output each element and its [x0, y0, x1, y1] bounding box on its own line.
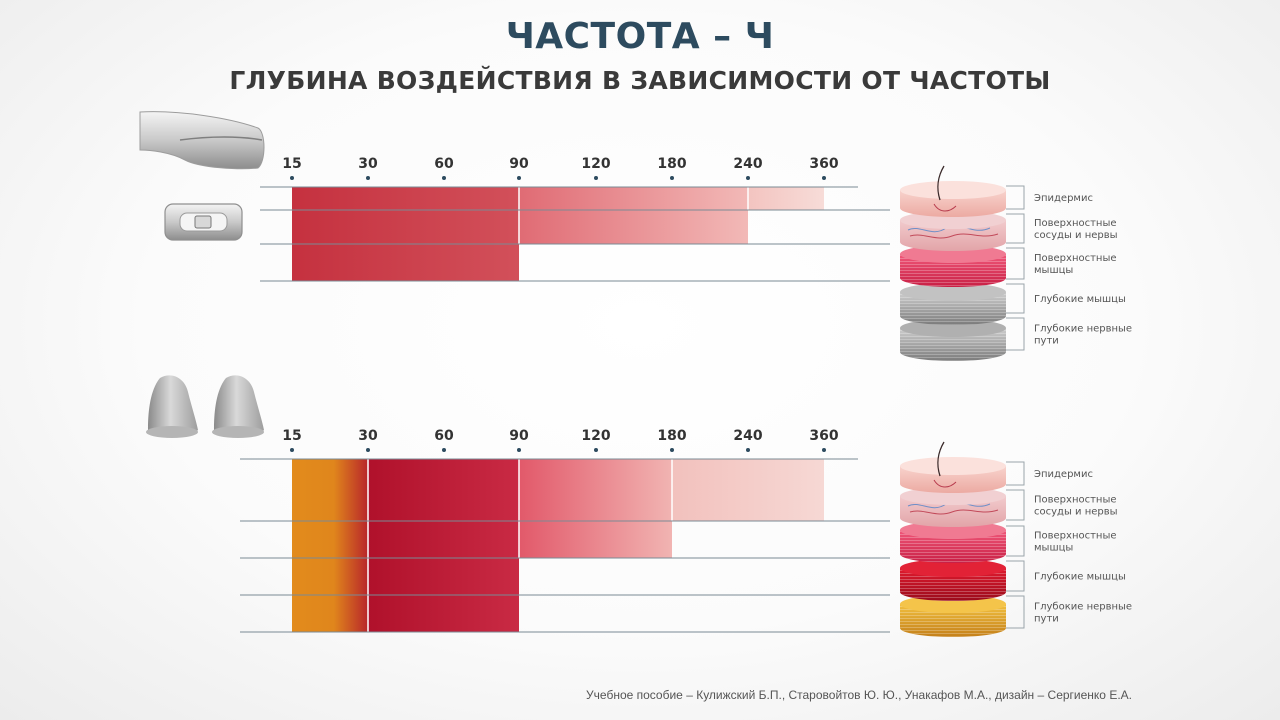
- frequency-tick-label: 120: [581, 428, 610, 444]
- tick-dot: [594, 448, 598, 452]
- tick-dot: [366, 176, 370, 180]
- depth-bar: [672, 459, 824, 521]
- tick-dot: [746, 176, 750, 180]
- chart-bottom: 15 30 60 90 120 180 240 360: [240, 428, 890, 633]
- credit-line: Учебное пособие – Кулижский Б.П., Старов…: [586, 688, 1132, 702]
- layer-label: Эпидермис: [1034, 193, 1093, 204]
- electrode-handle-icon: [139, 111, 265, 170]
- frequency-tick-label: 30: [358, 428, 378, 444]
- deep-muscle-layer-red: [900, 559, 1006, 601]
- layer-label: Эпидермис: [1034, 469, 1093, 480]
- tick-dot: [290, 176, 294, 180]
- layer-bracket: [1006, 525, 1025, 557]
- layer-bracket: [1006, 489, 1025, 521]
- tick-dot: [594, 176, 598, 180]
- electrode-pad-icon: [164, 203, 243, 241]
- muscle-layer: [900, 521, 1006, 563]
- tick-dot: [670, 448, 674, 452]
- frequency-tick-label: 15: [282, 156, 301, 172]
- layer-label: сосуды и нервы: [1034, 230, 1118, 241]
- cup-electrode-icon: [146, 375, 264, 438]
- layer-bracket: [1006, 247, 1025, 280]
- layer-label: Глубокие нервные: [1034, 602, 1132, 613]
- layer-label: сосуды и нервы: [1034, 507, 1118, 518]
- muscle-layer: [900, 245, 1006, 287]
- layer-bracket: [1006, 461, 1025, 486]
- frequency-tick-label: 360: [809, 428, 838, 444]
- frequency-tick-label: 90: [509, 428, 529, 444]
- epidermis-layer: [900, 165, 1006, 217]
- frequency-tick-label: 180: [657, 428, 686, 444]
- frequency-tick-label: 90: [509, 156, 529, 172]
- layer-bracket: [1006, 283, 1025, 314]
- layer-label: Поверхностные: [1034, 531, 1117, 542]
- layer-bracket: [1006, 595, 1025, 629]
- epidermis-layer: [900, 441, 1006, 493]
- depth-bar: [368, 459, 519, 632]
- layer-bracket: [1006, 213, 1025, 244]
- frequency-tick-label: 360: [809, 156, 838, 172]
- deep-muscle-layer-gray: [900, 283, 1006, 325]
- depth-bar: [292, 459, 368, 632]
- depth-bar: [292, 187, 519, 281]
- frequency-tick-label: 120: [581, 156, 610, 172]
- layer-label: пути: [1034, 336, 1059, 347]
- frequency-tick-label: 60: [434, 428, 454, 444]
- depth-bar: [519, 187, 748, 244]
- layer-bracket: [1006, 560, 1025, 592]
- frequency-tick-label: 60: [434, 156, 454, 172]
- layer-label: Поверхностные: [1034, 218, 1117, 229]
- tick-dot: [517, 176, 521, 180]
- tissue-stack-top: [900, 165, 1006, 361]
- layer-label: Глубокие мышцы: [1034, 294, 1126, 305]
- layer-label: мышцы: [1034, 543, 1073, 554]
- frequency-tick-label: 240: [733, 156, 762, 172]
- tissue-stack-bottom: [900, 441, 1006, 637]
- layer-label: Поверхностные: [1034, 253, 1117, 264]
- layer-bracket: [1006, 317, 1025, 351]
- layer-label: Глубокие мышцы: [1034, 572, 1126, 583]
- tick-dot: [746, 448, 750, 452]
- layer-label: Глубокие нервные: [1034, 324, 1132, 335]
- nerve-layer-gray: [900, 319, 1006, 361]
- frequency-tick-label: 30: [358, 156, 378, 172]
- page-title: ЧАСТОТА – Ч: [505, 16, 775, 57]
- tick-dot: [442, 176, 446, 180]
- tick-dot: [366, 448, 370, 452]
- chart-top: 15 30 60 90 120 180 240 360: [260, 156, 890, 282]
- frequency-tick-label: 240: [733, 428, 762, 444]
- tick-dot: [822, 448, 826, 452]
- layer-label: пути: [1034, 614, 1059, 625]
- tick-dot: [442, 448, 446, 452]
- page-subtitle: ГЛУБИНА ВОЗДЕЙСТВИЯ В ЗАВИСИМОСТИ ОТ ЧАС…: [229, 66, 1051, 95]
- layer-label: Поверхностные: [1034, 495, 1117, 506]
- tick-dot: [822, 176, 826, 180]
- tick-dot: [290, 448, 294, 452]
- depth-bar: [519, 459, 672, 558]
- layer-bracket: [1006, 185, 1025, 210]
- frequency-tick-label: 180: [657, 156, 686, 172]
- frequency-tick-label: 15: [282, 428, 301, 444]
- tick-dot: [517, 448, 521, 452]
- nerve-layer-gold: [900, 595, 1006, 637]
- depth-bar: [748, 187, 824, 210]
- tick-dot: [670, 176, 674, 180]
- layer-label: мышцы: [1034, 265, 1073, 276]
